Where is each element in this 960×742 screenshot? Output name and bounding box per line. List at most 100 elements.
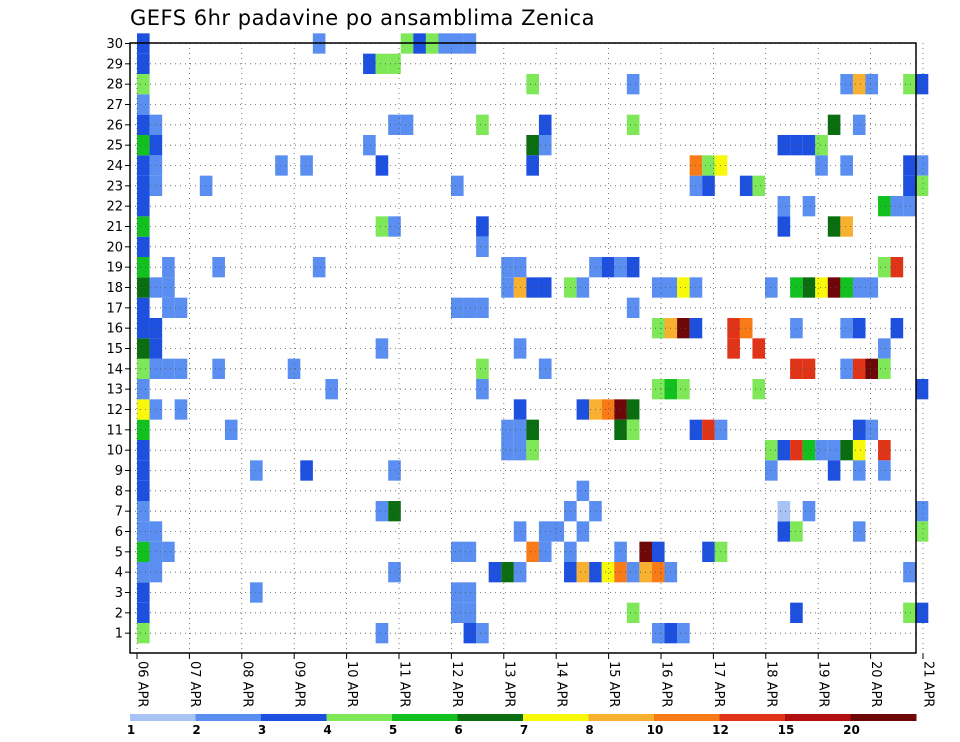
colorbar-swatch <box>392 714 458 721</box>
heatmap-cell <box>903 155 916 176</box>
y-tick-label: 8 <box>115 484 123 499</box>
y-tick-label: 5 <box>115 545 123 560</box>
heatmap-cell <box>790 318 803 339</box>
colorbar-swatch <box>261 714 327 721</box>
heatmap-cell <box>137 541 150 562</box>
heatmap-cell <box>827 216 841 237</box>
colorbar-swatch <box>785 714 851 721</box>
heatmap-cell <box>375 623 389 644</box>
heatmap-cell <box>827 114 841 135</box>
heatmap-cell <box>137 236 150 257</box>
y-tick-label: 19 <box>106 261 123 276</box>
heatmap-cell <box>137 94 150 115</box>
heatmap-cell <box>463 541 477 562</box>
y-tick-label: 29 <box>106 57 123 72</box>
colorbar-swatch <box>588 714 655 721</box>
heatmap-cell <box>790 135 803 156</box>
heatmap-cell <box>137 582 150 603</box>
heatmap-cell <box>451 541 464 562</box>
x-tick-label: 16 APR <box>659 661 674 707</box>
heatmap-cell <box>878 338 891 359</box>
y-tick-label: 1 <box>115 627 123 642</box>
heatmap-cell <box>752 175 766 196</box>
heatmap-cell <box>702 541 715 562</box>
heatmap-cell <box>476 623 489 644</box>
heatmap-cell <box>137 196 150 217</box>
heatmap-cell <box>162 541 175 562</box>
heatmap-cell <box>890 196 904 217</box>
heatmap-cell <box>890 318 904 339</box>
heatmap-cell <box>451 582 464 603</box>
heatmap-cell <box>777 135 791 156</box>
colorbar-label: 1 <box>127 723 135 737</box>
x-tick-label: 20 APR <box>868 661 883 707</box>
heatmap-cell <box>250 582 263 603</box>
heatmap-cell <box>388 460 401 481</box>
heatmap-cell <box>451 175 464 196</box>
heatmap-cell <box>451 297 464 318</box>
y-tick-label: 22 <box>106 200 123 215</box>
heatmap-cell <box>903 602 916 623</box>
heatmap-cell <box>375 338 389 359</box>
heatmap-cell <box>626 114 640 135</box>
heatmap-cell <box>137 440 150 461</box>
heatmap-cell <box>137 623 150 644</box>
heatmap-cell <box>915 379 929 400</box>
y-axis-ticks: 1234567891011121314151617181920212223242… <box>106 37 130 642</box>
heatmap-cell <box>626 602 640 623</box>
heatmap-cell <box>137 74 150 95</box>
colorbar-swatch <box>850 714 917 721</box>
heatmap-cell <box>777 521 791 542</box>
colorbar-swatch <box>523 714 589 721</box>
heatmap-cell <box>626 399 640 420</box>
colorbar-swatch <box>457 714 524 721</box>
heatmap-cell <box>375 53 389 74</box>
heatmap-cell <box>576 399 590 420</box>
x-tick-label: 17 APR <box>711 661 726 707</box>
heatmap-cell <box>739 175 753 196</box>
heatmap-cell <box>488 562 502 583</box>
heatmap-cell <box>677 379 690 400</box>
heatmap-cell <box>702 419 715 440</box>
heatmap-cell <box>601 399 615 420</box>
colorbar-label: 8 <box>585 723 593 737</box>
colorbar-label: 5 <box>389 723 397 737</box>
heatmap-cell <box>790 521 803 542</box>
y-tick-label: 25 <box>106 139 123 154</box>
heatmap-cell <box>162 257 175 278</box>
heatmap-cell <box>137 480 150 501</box>
heatmap-cell <box>727 338 740 359</box>
heatmap-cell <box>463 623 477 644</box>
colorbar-label: 20 <box>843 723 860 737</box>
heatmap-cell <box>840 277 853 298</box>
heatmap-cell <box>777 216 791 237</box>
heatmap-cell <box>915 74 929 95</box>
colorbar-label: 6 <box>454 723 462 737</box>
heatmap-cell <box>840 216 853 237</box>
y-tick-label: 15 <box>106 342 123 357</box>
heatmap-cell <box>137 277 150 298</box>
y-tick-label: 9 <box>115 464 123 479</box>
heatmap-cell <box>714 541 728 562</box>
heatmap-cell <box>451 602 464 623</box>
heatmap-cell <box>815 277 828 298</box>
heatmap-cell <box>162 358 175 379</box>
heatmap-cell <box>137 501 150 522</box>
heatmap-cell <box>375 216 389 237</box>
heatmap-cell <box>651 379 665 400</box>
heatmap-cell <box>576 277 590 298</box>
heatmap-cell <box>476 379 489 400</box>
heatmap-cell <box>765 277 778 298</box>
heatmap-cell <box>137 318 150 339</box>
heatmap-cell <box>651 318 665 339</box>
heatmap-cell <box>915 175 929 196</box>
y-tick-label: 17 <box>106 301 123 316</box>
heatmap-cell <box>300 460 313 481</box>
heatmap-cell <box>137 53 150 74</box>
heatmap-cell <box>777 196 791 217</box>
heatmap-cell <box>476 358 489 379</box>
heatmap-cell <box>852 114 866 135</box>
heatmap-cell <box>137 602 150 623</box>
heatmap-cell <box>865 277 879 298</box>
